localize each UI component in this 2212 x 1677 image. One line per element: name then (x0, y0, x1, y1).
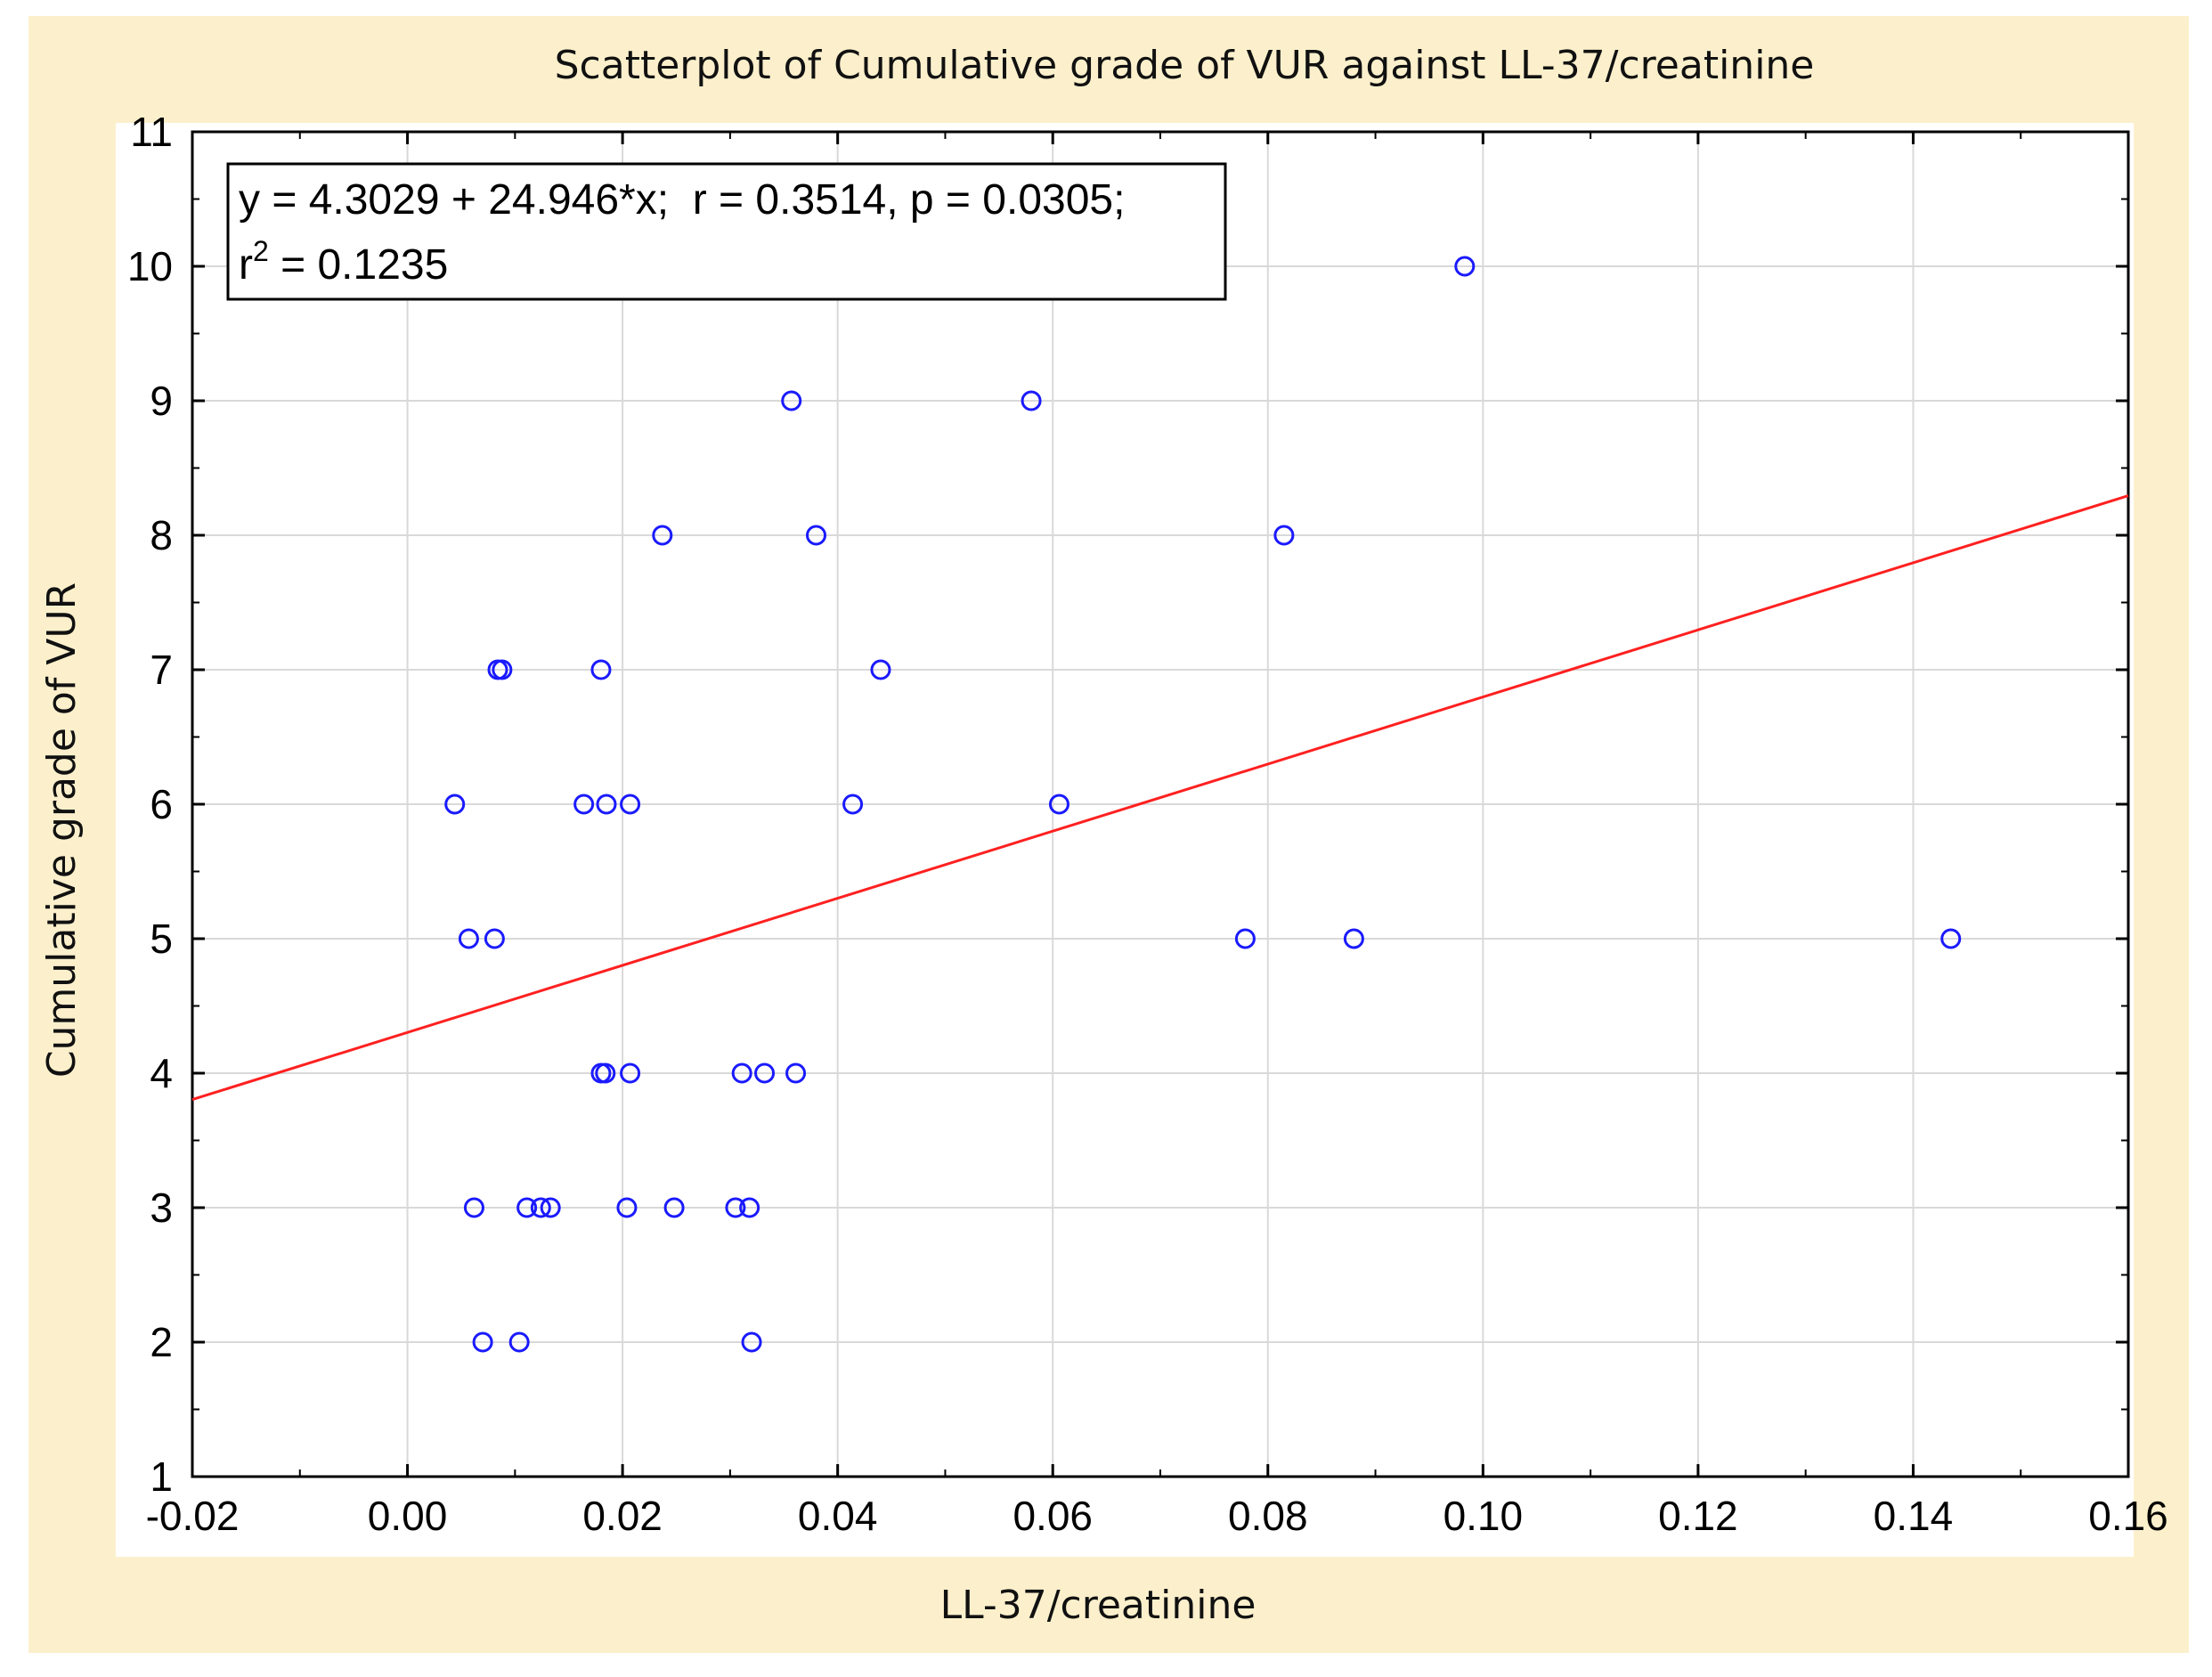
data-point (781, 390, 802, 411)
regression-annotation: y = 4.3029 + 24.946*x; r = 0.3514, p = 0… (226, 162, 1227, 301)
data-point (1234, 928, 1256, 949)
x-tick-label: 0.16 (2088, 1493, 2168, 1539)
data-point (616, 1197, 638, 1218)
x-tick-label: -0.02 (146, 1493, 240, 1539)
y-tick-label: 9 (150, 378, 173, 424)
data-point (785, 1062, 807, 1084)
y-tick-label: 4 (150, 1050, 173, 1096)
data-point (484, 928, 505, 949)
data-point (652, 525, 673, 546)
data-point (596, 794, 617, 815)
data-point (530, 1197, 551, 1218)
y-tick-label: 5 (150, 916, 173, 962)
data-point (806, 525, 827, 546)
data-point (754, 1062, 776, 1084)
data-points (444, 256, 1962, 1353)
data-point (739, 1197, 760, 1218)
annotation-line-1: y = 4.3029 + 24.946*x; r = 0.3514, p = 0… (239, 176, 1125, 224)
x-tick-label: 0.12 (1658, 1493, 1738, 1539)
regression-line (191, 494, 2129, 1102)
data-point (573, 794, 595, 815)
y-tick-label: 11 (130, 109, 173, 155)
data-point (663, 1197, 685, 1218)
y-tick-label: 7 (150, 647, 173, 693)
data-point (508, 1331, 530, 1353)
y-axis-ticks: 1 2 3 4 5 6 7 8 9 10 11 (127, 109, 2128, 1500)
data-point (444, 794, 466, 815)
annotation-r2-value: = 0.1235 (269, 241, 449, 289)
annotation-superscript: 2 (253, 235, 269, 267)
x-axis-label: LL-37/creatinine (940, 1583, 1256, 1628)
data-point (492, 659, 513, 680)
data-point (620, 1062, 641, 1084)
y-tick-label: 8 (150, 512, 173, 558)
y-tick-label: 2 (150, 1319, 173, 1365)
data-point (590, 659, 612, 680)
y-tick-label: 10 (127, 243, 173, 289)
plot-frame-background (116, 123, 2134, 1557)
y-tick-label: 3 (150, 1184, 173, 1231)
y-tick-label: 6 (150, 781, 173, 827)
annotation-box (226, 162, 1227, 301)
data-point (1940, 928, 1962, 949)
x-tick-label: 0.02 (582, 1493, 663, 1539)
data-point (1454, 256, 1476, 277)
x-tick-label: 0.14 (1874, 1493, 1954, 1539)
data-point (1273, 525, 1295, 546)
annotation-r-label: r (239, 241, 253, 289)
data-point (731, 1062, 752, 1084)
x-tick-label: 0.10 (1443, 1493, 1524, 1539)
data-point (540, 1197, 561, 1218)
x-tick-label: 0.08 (1228, 1493, 1308, 1539)
data-point (463, 1197, 484, 1218)
data-point (725, 1197, 746, 1218)
data-point (472, 1331, 493, 1353)
data-point (870, 659, 891, 680)
data-point (1048, 794, 1069, 815)
data-point (516, 1197, 538, 1218)
x-tick-label: 0.06 (1012, 1493, 1093, 1539)
title-band (189, 16, 2189, 123)
data-point (595, 1062, 616, 1084)
x-axis-ticks: -0.02 0.00 0.02 0.04 0.06 0.08 0.10 0.12 0.14 0.1… (146, 132, 2168, 1539)
data-point (741, 1331, 762, 1353)
annotation-line-2: r2 = 0.1235 (239, 235, 448, 289)
data-point (1343, 928, 1364, 949)
y-tick-label: 1 (150, 1453, 173, 1500)
x-tick-label: 0.00 (368, 1493, 448, 1539)
chart-title: Scatterplot of Cumulative grade of VUR a… (555, 43, 1815, 88)
data-point (842, 794, 864, 815)
data-point (620, 794, 641, 815)
y-axis-label: Cumulative grade of VUR (39, 582, 85, 1078)
x-tick-label: 0.04 (798, 1493, 878, 1539)
data-point (458, 928, 479, 949)
data-point (1021, 390, 1042, 411)
grid-lines (191, 131, 2129, 1478)
